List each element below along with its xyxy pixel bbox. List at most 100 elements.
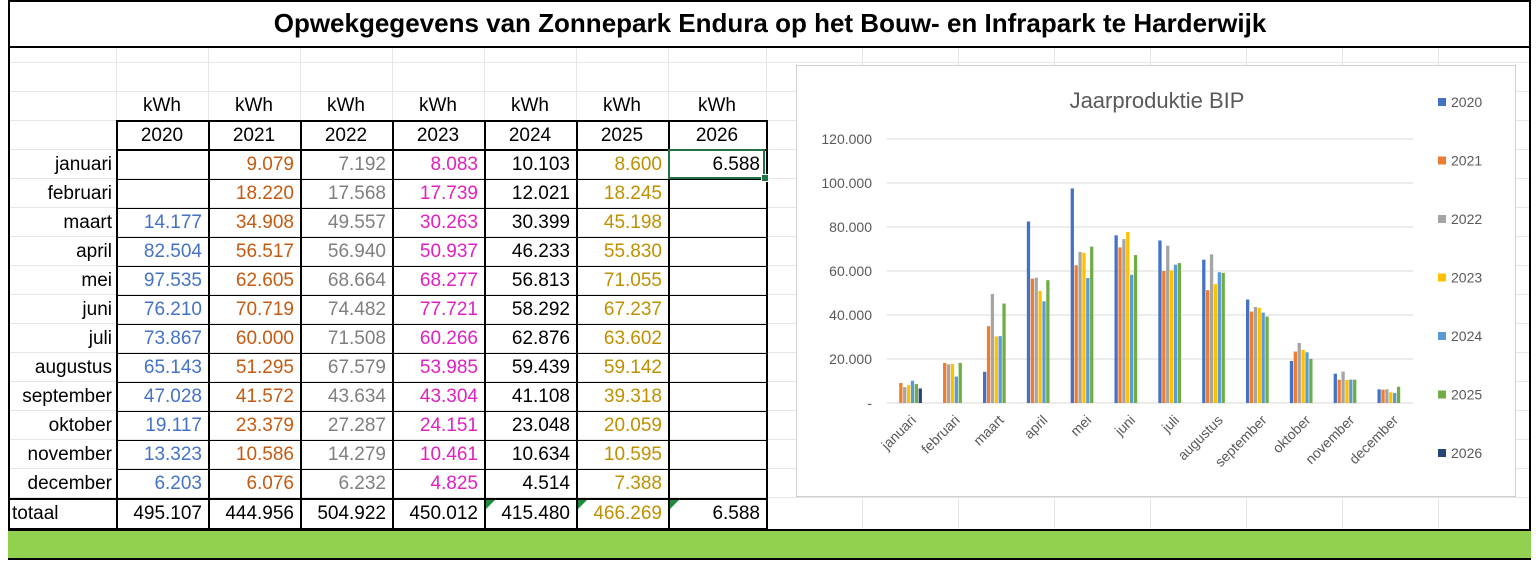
month-label[interactable]: juli — [88, 328, 112, 349]
month-label[interactable]: september — [22, 386, 112, 407]
sheet-title[interactable]: Opwekgegevens van Zonnepark Endura op he… — [273, 8, 1267, 38]
selected-cell[interactable] — [668, 149, 765, 179]
total-cell[interactable]: 504.922 — [317, 503, 386, 524]
total-label[interactable]: totaal — [12, 503, 59, 524]
total-cell[interactable]: 415.480 — [501, 503, 570, 524]
data-cell[interactable]: 68.664 — [327, 270, 386, 291]
data-cell[interactable]: 41.108 — [511, 386, 570, 407]
data-cell[interactable]: 82.504 — [143, 241, 202, 262]
data-cell[interactable]: 6.203 — [154, 473, 202, 494]
total-cell[interactable]: 6.588 — [712, 503, 760, 524]
data-cell[interactable]: 19.117 — [145, 415, 202, 436]
data-cell[interactable]: 46.233 — [511, 241, 570, 262]
data-cell[interactable]: 76.210 — [143, 299, 202, 320]
total-cell[interactable]: 444.956 — [225, 503, 294, 524]
year-header[interactable]: 2022 — [324, 125, 368, 146]
month-label[interactable]: april — [76, 241, 112, 262]
data-cell[interactable]: 27.287 — [327, 415, 386, 436]
data-cell[interactable]: 47.028 — [143, 386, 202, 407]
data-cell[interactable]: 43.304 — [419, 386, 478, 407]
data-cell[interactable]: 10.586 — [235, 444, 294, 465]
data-cell[interactable]: 67.237 — [603, 299, 662, 320]
year-header[interactable]: 2023 — [416, 125, 460, 146]
month-label[interactable]: februari — [47, 183, 112, 204]
error-indicator[interactable] — [486, 500, 495, 509]
data-cell[interactable]: 20.059 — [603, 415, 662, 436]
data-cell[interactable]: 9.079 — [246, 154, 294, 175]
data-cell[interactable]: 6.076 — [246, 473, 294, 494]
data-cell[interactable]: 70.719 — [235, 299, 294, 320]
data-cell[interactable]: 12.021 — [511, 183, 570, 204]
month-label[interactable]: mei — [81, 270, 112, 291]
month-label[interactable]: oktober — [48, 415, 112, 436]
total-cell[interactable]: 450.012 — [409, 503, 478, 524]
data-cell[interactable]: 97.535 — [143, 270, 202, 291]
data-cell[interactable]: 18.245 — [603, 183, 662, 204]
data-cell[interactable]: 59.439 — [511, 357, 570, 378]
data-cell[interactable]: 51.295 — [235, 357, 294, 378]
data-cell[interactable]: 7.192 — [338, 154, 386, 175]
data-cell[interactable]: 10.461 — [419, 444, 478, 465]
data-cell[interactable]: 6.232 — [338, 473, 386, 494]
data-cell[interactable]: 34.908 — [235, 212, 294, 233]
data-cell[interactable]: 73.867 — [143, 328, 202, 349]
data-cell[interactable]: 65.143 — [143, 357, 202, 378]
chart-container[interactable]: Jaarproduktie BIP - 20.000 40.000 60.000 80.0… — [796, 65, 1516, 497]
unit-label[interactable]: kWh — [327, 95, 365, 116]
year-header[interactable]: 2020 — [140, 125, 184, 146]
data-cell[interactable]: 18.220 — [235, 183, 294, 204]
data-cell[interactable]: 23.379 — [235, 415, 294, 436]
year-header[interactable]: 2024 — [508, 125, 552, 146]
data-cell[interactable]: 17.568 — [327, 183, 386, 204]
data-cell[interactable]: 55.830 — [603, 241, 662, 262]
data-cell[interactable]: 49.557 — [327, 212, 386, 233]
data-cell[interactable]: 53.985 — [419, 357, 478, 378]
data-cell[interactable]: 71.055 — [603, 270, 662, 291]
data-cell[interactable]: 14.177 — [143, 212, 202, 233]
unit-label[interactable]: kWh — [235, 95, 273, 116]
data-cell[interactable]: 60.000 — [235, 328, 294, 349]
data-cell[interactable]: 23.048 — [511, 415, 570, 436]
data-cell[interactable]: 50.937 — [419, 241, 478, 262]
data-cell[interactable]: 30.263 — [419, 212, 478, 233]
data-cell[interactable]: 56.517 — [235, 241, 294, 262]
total-cell[interactable]: 466.269 — [593, 503, 662, 524]
unit-label[interactable]: kWh — [511, 95, 549, 116]
unit-label[interactable]: kWh — [419, 95, 457, 116]
year-header[interactable]: 2021 — [232, 125, 276, 146]
data-cell[interactable]: 6.588 — [712, 154, 760, 175]
data-cell[interactable]: 62.876 — [511, 328, 570, 349]
data-cell[interactable]: 71.508 — [327, 328, 386, 349]
year-header[interactable]: 2025 — [600, 125, 644, 146]
data-cell[interactable]: 39.318 — [603, 386, 662, 407]
data-cell[interactable]: 24.151 — [419, 415, 478, 436]
data-cell[interactable]: 45.198 — [603, 212, 662, 233]
data-cell[interactable]: 17.739 — [419, 183, 478, 204]
data-cell[interactable]: 7.388 — [614, 473, 662, 494]
data-cell[interactable]: 8.083 — [430, 154, 478, 175]
data-cell[interactable]: 62.605 — [235, 270, 294, 291]
data-cell[interactable]: 30.399 — [511, 212, 570, 233]
data-cell[interactable]: 68.277 — [419, 270, 478, 291]
data-cell[interactable]: 63.602 — [603, 328, 662, 349]
data-cell[interactable]: 74.482 — [327, 299, 386, 320]
month-label[interactable]: augustus — [34, 357, 112, 378]
month-label[interactable]: juni — [82, 299, 112, 320]
data-cell[interactable]: 56.813 — [511, 270, 570, 291]
error-indicator[interactable] — [670, 500, 679, 509]
unit-label[interactable]: kWh — [143, 95, 181, 116]
unit-label[interactable]: kWh — [603, 95, 641, 116]
data-cell[interactable]: 10.595 — [603, 444, 662, 465]
data-cell[interactable]: 10.103 — [511, 154, 570, 175]
error-indicator[interactable] — [578, 500, 587, 509]
data-cell[interactable]: 41.572 — [235, 386, 294, 407]
month-label[interactable]: januari — [54, 154, 112, 175]
total-cell[interactable]: 495.107 — [133, 503, 202, 524]
data-cell[interactable]: 60.266 — [419, 328, 478, 349]
month-label[interactable]: december — [27, 473, 113, 494]
data-cell[interactable]: 43.634 — [327, 386, 386, 407]
data-cell[interactable]: 8.600 — [614, 154, 662, 175]
unit-label[interactable]: kWh — [698, 95, 736, 116]
data-cell[interactable]: 4.825 — [430, 473, 478, 494]
month-label[interactable]: november — [27, 444, 113, 465]
